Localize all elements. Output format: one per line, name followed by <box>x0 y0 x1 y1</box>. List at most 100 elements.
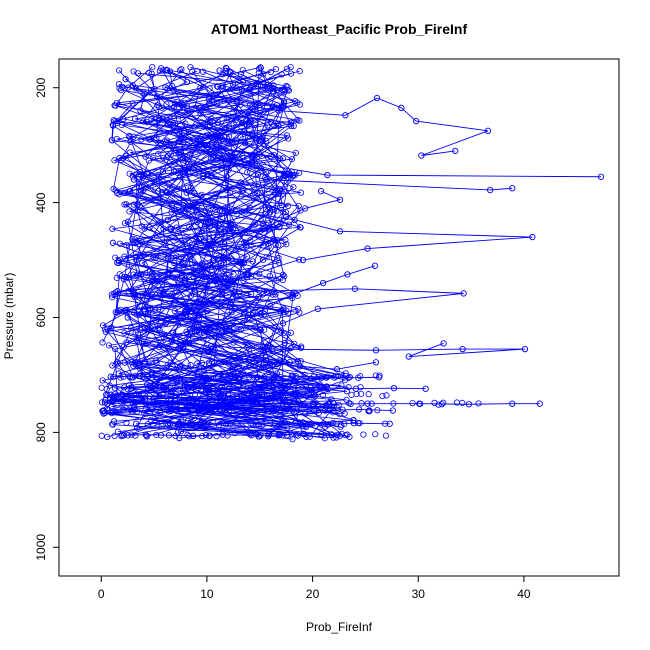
data-point <box>536 400 543 407</box>
data-point <box>372 431 379 438</box>
data-point <box>262 83 269 90</box>
series-line <box>117 73 327 433</box>
data-point <box>181 384 188 391</box>
data-point <box>336 411 343 418</box>
data-point <box>209 238 217 245</box>
data-point <box>291 216 298 223</box>
data-point <box>204 346 212 353</box>
data-point <box>260 360 268 368</box>
data-point <box>207 122 214 129</box>
data-point <box>244 169 251 176</box>
data-point <box>205 392 213 399</box>
data-point <box>207 374 215 381</box>
data-point <box>129 236 136 243</box>
data-point <box>343 388 351 395</box>
data-point <box>288 168 295 175</box>
data-point <box>257 327 264 334</box>
data-point <box>309 400 316 408</box>
data-point <box>167 385 174 392</box>
data-point <box>204 219 211 227</box>
data-point <box>509 185 516 192</box>
data-point <box>180 344 187 351</box>
data-point <box>276 259 283 266</box>
data-point <box>266 343 273 350</box>
data-point <box>357 373 364 380</box>
data-point <box>339 406 346 413</box>
series-line <box>113 118 337 425</box>
data-point <box>165 408 172 415</box>
data-point <box>133 391 140 398</box>
data-point <box>109 362 116 369</box>
data-point <box>256 65 263 72</box>
data-point <box>333 366 341 373</box>
data-point <box>238 258 245 265</box>
data-point <box>112 254 119 261</box>
data-point <box>249 105 256 112</box>
data-point <box>136 189 143 196</box>
data-point <box>237 134 244 141</box>
data-point <box>160 225 167 232</box>
data-point <box>226 395 234 403</box>
data-point <box>214 135 221 142</box>
data-point <box>117 86 125 94</box>
data-point <box>216 67 223 74</box>
data-point <box>111 118 118 125</box>
series-line <box>138 107 340 437</box>
data-point <box>336 196 344 203</box>
data-point <box>219 82 226 89</box>
data-point <box>99 322 107 329</box>
data-point <box>294 99 301 106</box>
data-point <box>127 187 134 194</box>
data-point <box>279 155 287 162</box>
data-point <box>109 239 117 246</box>
data-point <box>207 115 215 122</box>
data-point <box>365 391 372 398</box>
data-point <box>285 87 292 94</box>
data-point <box>121 220 128 227</box>
data-point <box>145 372 152 380</box>
data-point <box>121 359 128 366</box>
data-point <box>169 421 176 428</box>
data-point <box>127 405 134 412</box>
data-point <box>226 384 234 391</box>
y-tick-label: 400 <box>34 192 48 212</box>
series-line <box>137 106 295 436</box>
data-point <box>164 152 172 159</box>
data-point <box>223 65 230 72</box>
data-point <box>240 187 247 194</box>
data-point <box>272 410 279 417</box>
data-point <box>124 385 131 393</box>
data-point <box>294 384 301 392</box>
data-point <box>124 84 132 91</box>
data-point <box>124 432 131 439</box>
data-point <box>323 374 330 381</box>
data-point <box>224 432 231 439</box>
data-point <box>320 420 327 427</box>
data-point <box>141 324 149 332</box>
data-point <box>259 421 266 428</box>
data-point <box>521 345 529 353</box>
series-line <box>112 125 295 437</box>
data-point <box>320 279 327 287</box>
data-point <box>238 208 245 215</box>
data-point <box>204 421 211 428</box>
data-point <box>208 407 215 414</box>
data-point <box>291 385 298 392</box>
data-point <box>281 171 288 179</box>
data-point <box>310 406 317 414</box>
data-point <box>121 432 128 439</box>
data-point <box>115 259 122 267</box>
data-point <box>373 94 381 102</box>
data-point <box>109 396 117 403</box>
data-point <box>141 410 148 417</box>
data-point <box>184 431 191 438</box>
data-point <box>193 328 201 335</box>
data-point <box>294 292 301 299</box>
data-point <box>283 132 290 139</box>
data-point <box>278 432 285 439</box>
data-point <box>116 240 124 247</box>
data-point <box>134 70 142 77</box>
data-point <box>280 329 288 337</box>
data-point <box>347 400 354 408</box>
data-point <box>159 168 167 175</box>
